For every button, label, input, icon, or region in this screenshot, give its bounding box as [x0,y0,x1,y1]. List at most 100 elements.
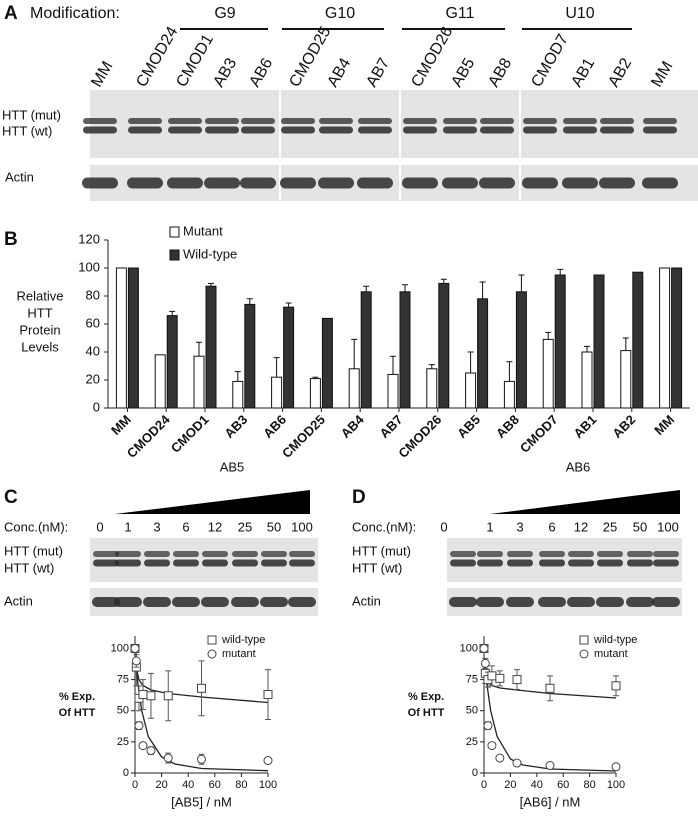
blot-band [168,118,202,124]
x-tick-label: 100 [259,779,277,791]
lane-label: AB7 [363,55,393,90]
blot-band [596,597,624,607]
y-tick-label: 100 [460,642,478,654]
y-tick-label: 100 [111,642,129,654]
blot-band [128,118,162,124]
legend-label: Mutant [183,223,223,238]
bar [387,373,399,409]
marker [134,721,144,731]
x-tick-label: CMOD24 [124,411,173,460]
blot-band [232,559,258,567]
blot-band [597,551,623,557]
y-tick-label: 0 [472,767,478,779]
blot-band [443,126,477,134]
blot-band [562,177,598,189]
conc-value: 12 [574,519,588,534]
blot-band [204,177,240,189]
blot-band [144,559,170,567]
conc-value: 50 [633,519,647,534]
bar [503,380,515,409]
marker [512,758,522,768]
blot-band [93,551,119,557]
blot-band [642,177,678,189]
blot-band [202,551,228,557]
bar [244,303,256,409]
row-label: Actin [5,169,34,184]
marker [495,673,505,683]
blot-band [93,559,119,567]
error-bar [285,302,292,308]
x-tick-label: CMOD25 [279,412,328,461]
blot-band [626,597,654,607]
x-tick-label: 20 [504,779,516,791]
bar [127,267,139,409]
blot-band [403,118,437,124]
y-tick-label: 80 [86,287,100,302]
y-tick-label: 50 [466,705,478,717]
blot-band [318,177,354,189]
row-label: HTT (wt) [352,560,402,575]
marker [487,741,497,751]
marker [545,761,555,771]
blot-band [115,559,141,567]
blot-band [173,559,199,567]
blot-band [127,177,163,189]
blot-band [173,551,199,557]
x-tick-label: AB2 [609,412,638,441]
blot-band [506,597,534,607]
error-bar [196,341,202,357]
y-axis-label: Of HTT [408,707,445,719]
error-bar [622,337,629,351]
blot-band [205,126,239,134]
error-bar [506,361,513,382]
conc-value: 0 [96,519,103,534]
row-label: HTT (mut) [352,543,411,558]
marker [263,756,273,766]
marker [146,746,156,756]
bar [593,274,605,409]
y-axis-label: % Exp. [408,691,444,703]
x-tick-label: 40 [182,779,194,791]
blot-band [479,177,515,189]
gradient-wedge [490,490,680,514]
x-tick-label: AB7 [377,412,406,441]
lane-label: AB2 [605,55,635,90]
blot-band [232,551,258,557]
modification-label: Modification: [30,5,120,22]
marker [138,690,148,700]
lane-label: AB6 [246,55,276,90]
bar [426,368,438,409]
blot-band [114,597,142,607]
y-tick-label: 75 [466,673,478,685]
blot-band [443,118,477,124]
blot-band [568,559,594,567]
marker [146,691,156,701]
blot-band [643,118,677,124]
blot-band [205,118,239,124]
blot-band [539,559,565,567]
bar [399,291,411,409]
x-tick-label: 20 [155,779,167,791]
legend-label: mutant [594,648,628,660]
blot-band [480,118,514,124]
compound-label: AB6 [566,459,591,474]
x-tick-label: 0 [132,779,138,791]
y-tick-label: 40 [86,343,100,358]
fit-curve [134,658,269,772]
blot-band [597,559,623,567]
y-tick-label: 20 [86,371,100,386]
bar [360,291,372,409]
y-tick-label: 0 [123,767,129,779]
blot-band [523,126,557,134]
compound-label: AB5 [220,459,245,474]
error-bar [169,310,176,316]
blot-band [652,597,680,607]
bar [671,267,683,409]
bar [620,350,632,409]
bar [542,338,554,409]
x-tick-label: CMOD1 [168,412,212,456]
blot-band [480,126,514,134]
row-label: HTT (wt) [4,560,54,575]
blot-band [563,118,597,124]
y-tick-label: 120 [78,231,100,246]
